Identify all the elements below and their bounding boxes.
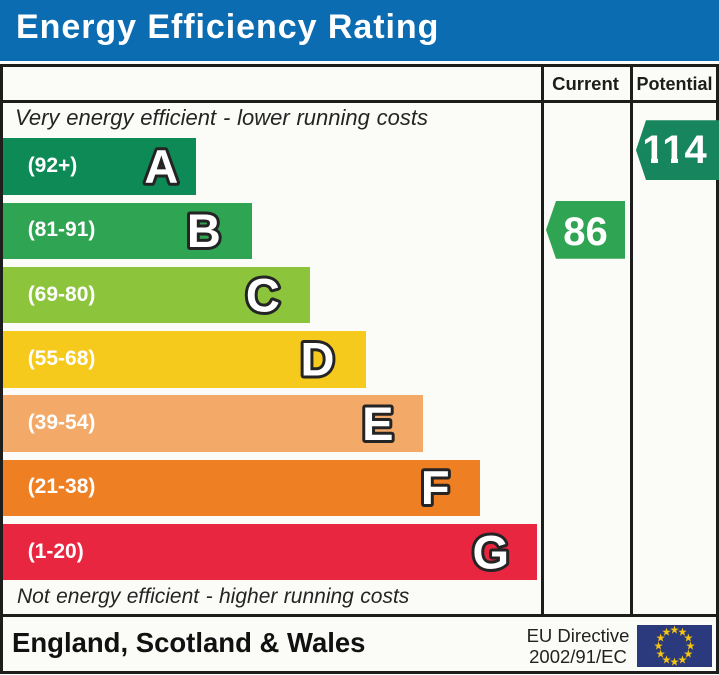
svg-text:D: D (301, 332, 335, 385)
svg-text:A: A (144, 140, 178, 193)
svg-text:G: G (473, 525, 510, 578)
svg-text:E: E (362, 397, 393, 450)
svg-text:B: B (187, 204, 221, 257)
svg-text:C: C (246, 268, 280, 321)
svg-text:F: F (421, 461, 450, 514)
